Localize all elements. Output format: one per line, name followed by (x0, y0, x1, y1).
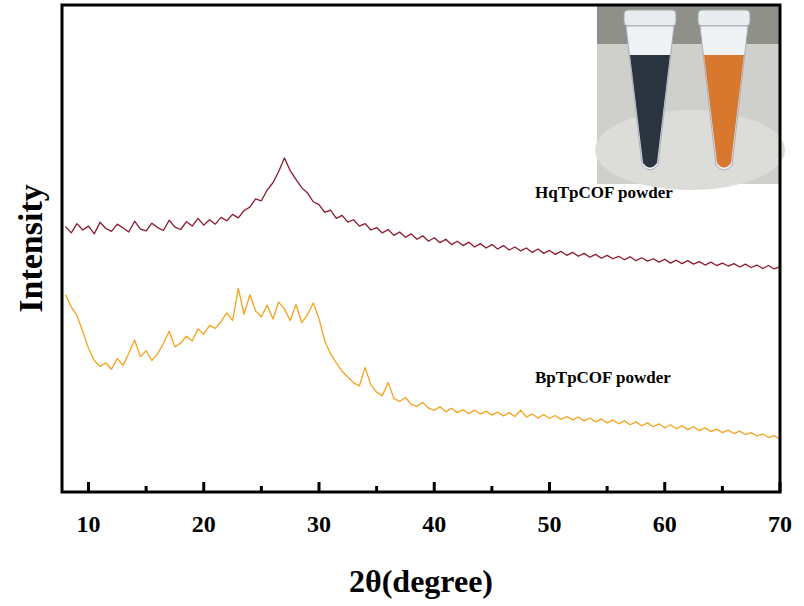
x-tick (87, 482, 90, 492)
series-line (65, 288, 780, 439)
x-tick-label: 50 (538, 511, 562, 537)
x-tick (663, 482, 666, 492)
x-minor-tick (375, 486, 378, 492)
x-minor-tick (721, 486, 724, 492)
x-tick-label: 20 (192, 511, 216, 537)
x-minor-tick (145, 486, 148, 492)
x-tick (779, 482, 782, 492)
x-tick (548, 482, 551, 492)
x-minor-tick (260, 486, 263, 492)
x-tick-label: 70 (768, 511, 792, 537)
chart: HqTpCOF powderBpTpCOF powder102030405060… (0, 0, 804, 606)
plot-frame (62, 5, 780, 492)
x-minor-tick (490, 486, 493, 492)
series-label: BpTpCOF powder (535, 368, 671, 387)
x-tick (433, 482, 436, 492)
x-tick (202, 482, 205, 492)
x-tick-label: 60 (653, 511, 677, 537)
series-group (65, 158, 780, 439)
x-tick (318, 482, 321, 492)
inset-photo (595, 4, 785, 190)
y-axis-title: Intensity (12, 184, 49, 312)
x-tick-label: 40 (422, 511, 446, 537)
x-axis-title: 2θ(degree) (349, 563, 493, 599)
x-tick-label: 10 (77, 511, 101, 537)
x-minor-tick (606, 486, 609, 492)
x-tick-label: 30 (307, 511, 331, 537)
